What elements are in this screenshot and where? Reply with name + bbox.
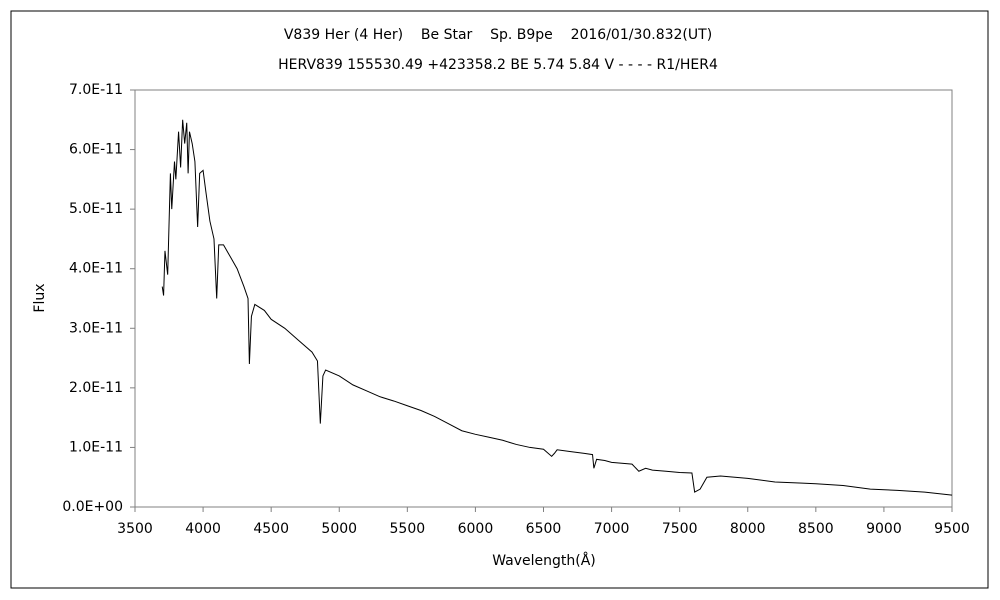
x-tick-label: 8000 bbox=[730, 521, 766, 537]
x-tick-label: 5500 bbox=[390, 521, 426, 537]
y-tick-label: 4.0E-11 bbox=[69, 261, 123, 277]
y-tick-label: 7.0E-11 bbox=[69, 82, 123, 98]
x-tick-label: 9000 bbox=[866, 521, 902, 537]
y-tick-label: 3.0E-11 bbox=[69, 320, 123, 336]
spectrum-line bbox=[161, 119, 953, 496]
x-tick-label: 4500 bbox=[253, 521, 289, 537]
y-tick-label: 1.0E-11 bbox=[69, 439, 123, 455]
y-tick-label: 5.0E-11 bbox=[69, 201, 123, 217]
x-tick-label: 4000 bbox=[185, 521, 221, 537]
chart-subtitle: HERV839 155530.49 +423358.2 BE 5.74 5.84… bbox=[278, 57, 718, 73]
x-tick-label: 7000 bbox=[594, 521, 630, 537]
x-tick-label: 6500 bbox=[526, 521, 562, 537]
y-tick-label: 0.0E+00 bbox=[62, 499, 123, 515]
x-axis-label: Wavelength(Å) bbox=[492, 552, 596, 569]
y-axis-label: Flux bbox=[32, 283, 48, 312]
y-tick-label: 6.0E-11 bbox=[69, 142, 123, 158]
y-tick-label: 2.0E-11 bbox=[69, 380, 123, 396]
x-tick-label: 7500 bbox=[662, 521, 698, 537]
x-tick-label: 5000 bbox=[321, 521, 357, 537]
x-tick-label: 9500 bbox=[934, 521, 970, 537]
x-tick-label: 8500 bbox=[798, 521, 834, 537]
x-tick-label: 6000 bbox=[458, 521, 494, 537]
chart-title: V839 Her (4 Her) Be Star Sp. B9pe 2016/0… bbox=[284, 27, 712, 43]
x-tick-label: 3500 bbox=[117, 521, 153, 537]
plot-area bbox=[134, 89, 953, 508]
